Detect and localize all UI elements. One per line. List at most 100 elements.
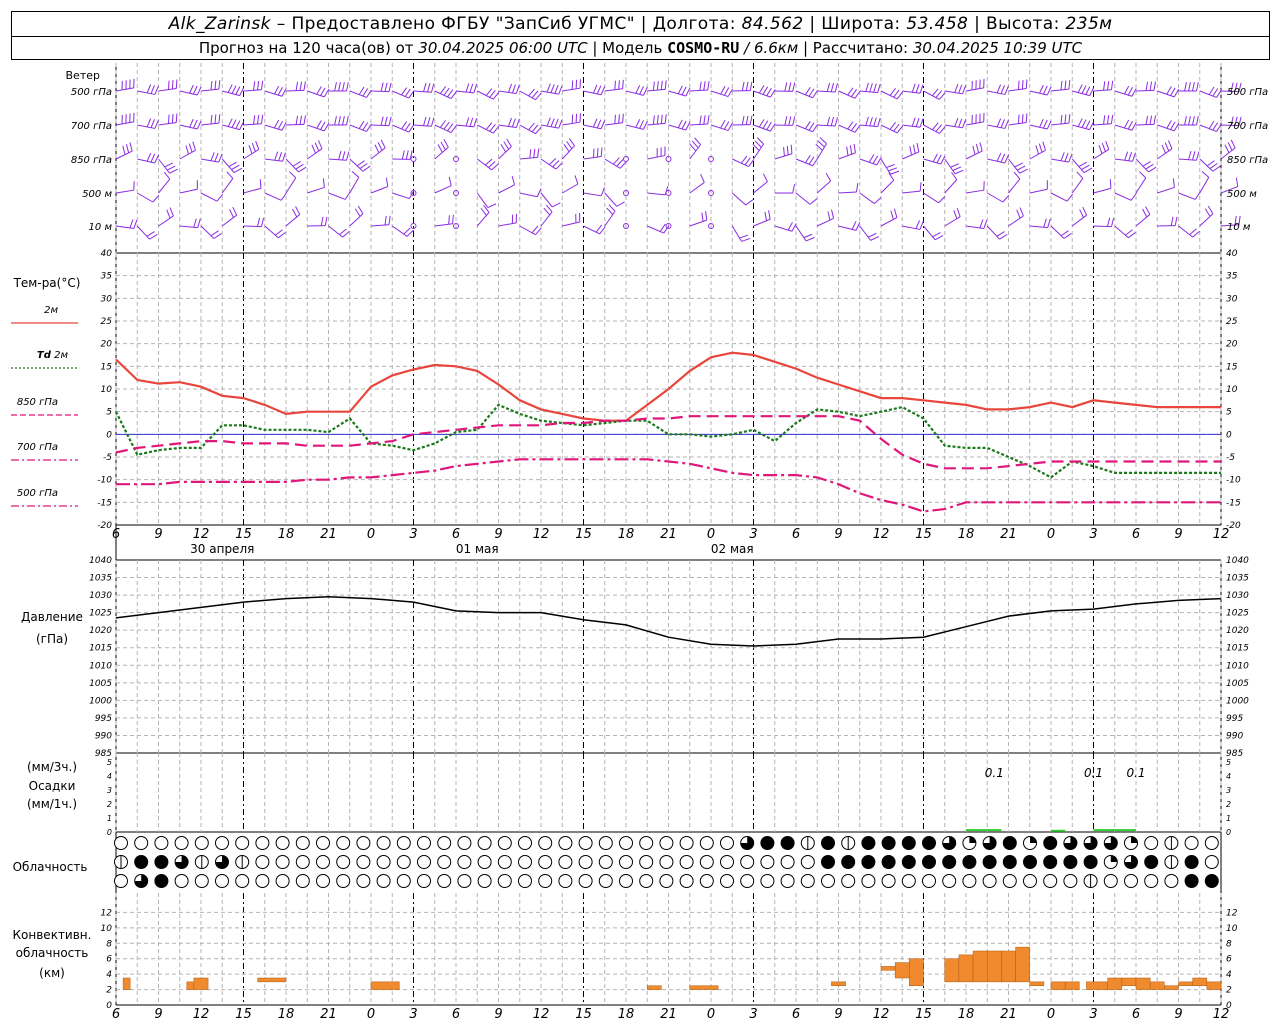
wind-barb [200, 225, 222, 239]
wind-barb-feather [154, 119, 159, 129]
wind-barb-feather [784, 82, 788, 92]
cloud-symbol [780, 836, 795, 850]
wind-barb-shaft [328, 225, 343, 238]
wind-barb [1156, 140, 1173, 160]
wind-barb [136, 192, 160, 203]
wind-barb [264, 85, 287, 97]
wind-barb [1157, 178, 1175, 194]
cloud-circle [114, 836, 128, 850]
wind-barb [221, 171, 234, 194]
cloud-circle [1002, 874, 1017, 888]
wind-barb [795, 87, 819, 99]
temp-tick-right: -15 [1226, 498, 1241, 508]
wind-barb-feather [439, 120, 447, 128]
cloud-circle [720, 836, 734, 850]
wind-barb-feather [210, 152, 215, 161]
wind-barb-shaft [1220, 224, 1239, 227]
wind-barb-shaft [944, 216, 961, 227]
wind-barb-shaft [625, 124, 644, 130]
wind-barb-shaft [264, 90, 283, 97]
cloud-symbol [962, 874, 977, 888]
wind-barb-shaft [1220, 124, 1240, 127]
cloud-circle [457, 874, 472, 888]
pres-tick-left: 1025 [89, 609, 112, 619]
wind-barb [264, 192, 287, 201]
cloud-symbol [558, 836, 573, 850]
cloud-symbol [982, 836, 997, 850]
cloud-symbol [538, 836, 553, 850]
wind-barb-feather [1083, 167, 1093, 174]
cloud-circle [942, 874, 957, 888]
wind-barb-feather [529, 149, 532, 159]
wind-barb [732, 155, 755, 168]
wind-barb [137, 118, 159, 129]
wind-barb-feather [229, 209, 234, 218]
wind-barb [817, 82, 838, 93]
conv-bar [1001, 950, 1016, 983]
wind-barb-feather [652, 81, 655, 91]
wind-barb-shaft [115, 189, 134, 194]
wind-barb-feather [545, 204, 553, 213]
wind-barb-feather [652, 115, 655, 125]
wind-barb-feather [210, 230, 219, 237]
wind-barb-shaft [370, 224, 389, 227]
cloud-circle [639, 874, 654, 888]
wind-barb-feather [342, 230, 350, 238]
conv-hour-label: 21 [1000, 1007, 1017, 1022]
wind-calm-circle [410, 156, 417, 162]
wind-barb-feather [826, 116, 831, 126]
wind-barb-feather [465, 83, 470, 93]
wind-barb-feather [727, 122, 734, 131]
wind-barb-feather [1025, 79, 1028, 89]
precip-unit-top: (мм/3ч.) [27, 760, 77, 774]
wind-barb [115, 181, 135, 194]
wind-barb-feather [357, 205, 364, 214]
wind-barb [647, 223, 670, 234]
wind-barb-feather [1035, 145, 1040, 155]
wind-barb-feather [958, 118, 963, 128]
wind-barb-shaft [1071, 178, 1084, 194]
wind-barb-feather [1130, 192, 1137, 201]
wind-level-label-right: 10 м [1227, 222, 1251, 233]
pres-tick-left: 985 [95, 749, 112, 759]
cloud-symbol [1043, 874, 1058, 888]
wind-barb-shaft [817, 124, 836, 127]
cloud-mark [969, 836, 976, 843]
wind-barb-feather [323, 122, 330, 132]
wind-barb-feather [408, 90, 415, 99]
wind-barb-feather [847, 121, 854, 130]
header-box: Alk_Zarinsk – Предоставлено ФГБУ "ЗапСиб… [11, 11, 1270, 60]
wind-barb-shaft [902, 124, 921, 128]
cloud-symbol [174, 874, 189, 888]
wind-barb-shaft [349, 124, 367, 132]
wind-barb [752, 137, 764, 160]
temp-hour-label: 21 [1000, 527, 1017, 542]
wind-barb-shaft [689, 219, 707, 227]
wind-barb-feather [380, 82, 384, 92]
wind-barb-feather [660, 114, 663, 124]
wind-barb-feather [484, 158, 493, 166]
wind-barb-shaft [795, 192, 811, 205]
wind-barb-feather [783, 147, 785, 157]
wind-barb [647, 80, 667, 92]
cloud-circle [639, 836, 654, 850]
wind-barb [476, 192, 497, 209]
station-name: Alk_Zarinsk [168, 14, 271, 34]
temp-hour-label: 9 [1174, 527, 1182, 542]
precip-bar [1093, 829, 1136, 832]
wind-barb-shaft [795, 124, 813, 133]
cloud-symbol [962, 836, 977, 850]
wind-barb-shaft [179, 124, 198, 130]
wind-barb-feather [600, 120, 606, 129]
conv-hour-label: 15 [575, 1007, 592, 1022]
wind-barb-feather [873, 117, 877, 127]
wind-barb-feather [1208, 86, 1215, 95]
wind-barb-feather [443, 121, 450, 130]
wind-barb-feather [1167, 140, 1173, 149]
conv-bar [1206, 981, 1222, 990]
wind-barb-feather [192, 141, 196, 151]
wind-barb-feather [659, 223, 666, 232]
wind-barb-feather [592, 118, 598, 128]
wind-barb-shaft [328, 192, 346, 200]
cloud-circle [578, 836, 593, 850]
